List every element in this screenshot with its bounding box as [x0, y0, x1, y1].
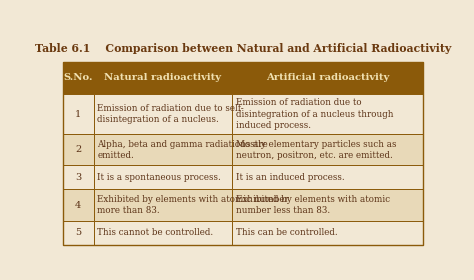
Bar	[63, 62, 423, 245]
Bar	[232, 94, 423, 134]
Bar	[93, 221, 232, 245]
Text: Emission of radiation due to self-
disintegration of a nucleus.: Emission of radiation due to self- disin…	[97, 104, 244, 124]
Bar	[232, 134, 423, 165]
Bar	[93, 94, 232, 134]
Bar	[93, 189, 232, 221]
Bar	[232, 165, 423, 189]
Text: 2: 2	[75, 145, 82, 154]
Text: It is a spontaneous process.: It is a spontaneous process.	[97, 172, 221, 181]
Text: 5: 5	[75, 228, 81, 237]
Text: Exhibited by elements with atomic number
more than 83.: Exhibited by elements with atomic number…	[97, 195, 289, 215]
Bar	[63, 62, 93, 94]
Bar	[63, 221, 93, 245]
Bar	[232, 62, 423, 94]
Text: This can be controlled.: This can be controlled.	[236, 228, 337, 237]
Bar	[63, 165, 93, 189]
Text: 1: 1	[75, 109, 82, 119]
Text: Artificial radioactivity: Artificial radioactivity	[266, 73, 389, 82]
Text: 4: 4	[75, 200, 82, 209]
Bar	[232, 189, 423, 221]
Bar	[232, 221, 423, 245]
Text: Exhibited by elements with atomic
number less than 83.: Exhibited by elements with atomic number…	[236, 195, 390, 215]
Bar	[63, 94, 93, 134]
Bar	[93, 165, 232, 189]
Text: This cannot be controlled.: This cannot be controlled.	[97, 228, 213, 237]
Text: S.No.: S.No.	[64, 73, 93, 82]
Bar	[93, 134, 232, 165]
Text: Table 6.1    Comparison between Natural and Artificial Radioactivity: Table 6.1 Comparison between Natural and…	[35, 43, 451, 54]
Bar	[63, 189, 93, 221]
Text: It is an induced process.: It is an induced process.	[236, 172, 345, 181]
Text: Emission of radiation due to
disintegration of a nucleus through
induced process: Emission of radiation due to disintegrat…	[236, 98, 393, 130]
Text: 3: 3	[75, 172, 82, 181]
Bar	[93, 62, 232, 94]
Text: Natural radioactivity: Natural radioactivity	[104, 73, 221, 82]
Text: Alpha, beta and gamma radiations are
emitted.: Alpha, beta and gamma radiations are emi…	[97, 139, 268, 160]
Bar	[63, 134, 93, 165]
Text: Mostly elementary particles such as
neutron, positron, etc. are emitted.: Mostly elementary particles such as neut…	[236, 139, 396, 160]
